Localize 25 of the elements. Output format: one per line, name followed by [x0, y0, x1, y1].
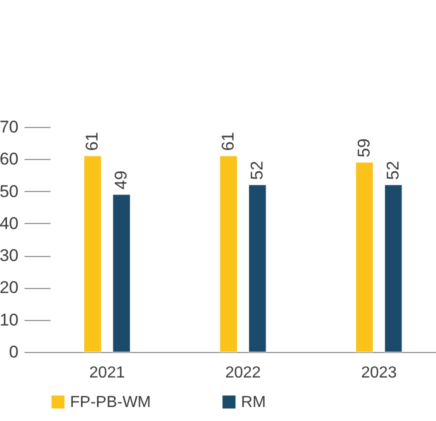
- bar: [356, 162, 374, 352]
- legend-label: FP-PB-WM: [70, 394, 151, 411]
- bar: [84, 156, 102, 352]
- x-tick-label: 2023: [361, 364, 397, 382]
- y-tick-label: 70: [0, 118, 18, 136]
- data-label: 61: [218, 132, 238, 151]
- bar: [384, 184, 402, 352]
- x-tick-label: 2022: [225, 364, 261, 382]
- y-tick-label: 60: [0, 150, 18, 169]
- y-tick-label: 40: [0, 214, 18, 233]
- legend-label: RM: [241, 394, 266, 411]
- bar: [220, 156, 238, 352]
- x-tick-label: 2021: [89, 364, 125, 382]
- y-tick-label: 0: [9, 342, 18, 362]
- bar: [248, 184, 266, 352]
- data-label: 49: [112, 170, 131, 190]
- y-tick-label: 50: [0, 182, 18, 201]
- bar: [112, 194, 130, 352]
- y-tick-label: 10: [0, 310, 18, 330]
- y-tick-label: 20: [0, 278, 18, 298]
- y-tick-label: 30: [0, 246, 18, 266]
- data-label: 59: [354, 138, 374, 158]
- data-label: 52: [247, 160, 266, 180]
- data-label: 61: [82, 132, 102, 151]
- data-label: 52: [383, 160, 402, 180]
